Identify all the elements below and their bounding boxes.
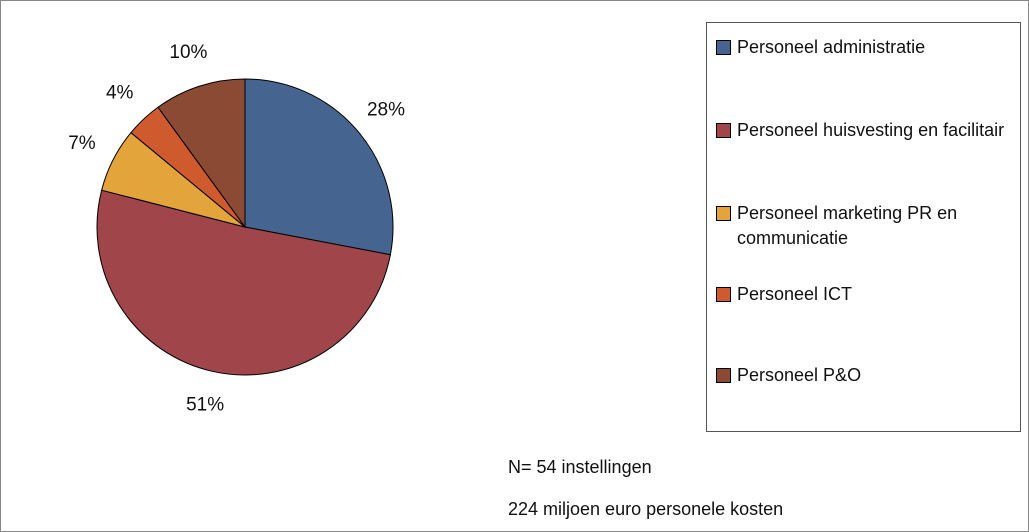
data-label: 4% xyxy=(106,83,134,104)
data-label: 28% xyxy=(367,99,405,120)
legend-label: Personeel huisvesting en facilitair xyxy=(737,120,1005,140)
legend-swatch xyxy=(716,206,731,221)
pie-slice xyxy=(96,189,391,376)
legend-label: Personeel administratie xyxy=(737,37,926,57)
legend-swatch xyxy=(716,123,731,138)
pie-slice xyxy=(157,78,246,229)
data-label: 7% xyxy=(68,133,96,154)
legend-label: Personeel P&O xyxy=(737,365,862,385)
legend-label: Personeel ICT xyxy=(737,284,853,304)
legend-swatch xyxy=(716,368,731,383)
pie-slice xyxy=(244,78,394,256)
legend-swatch xyxy=(716,287,731,302)
data-label: 51% xyxy=(186,395,224,416)
annotation: 224 miljoen euro personele kosten xyxy=(508,499,784,519)
legend-label: Personeel marketing PR en communicatie xyxy=(737,203,958,248)
annotation: N= 54 instellingen xyxy=(508,457,652,477)
legend-box xyxy=(706,22,1021,432)
data-label: 10% xyxy=(169,42,207,63)
legend-swatch xyxy=(716,40,731,55)
